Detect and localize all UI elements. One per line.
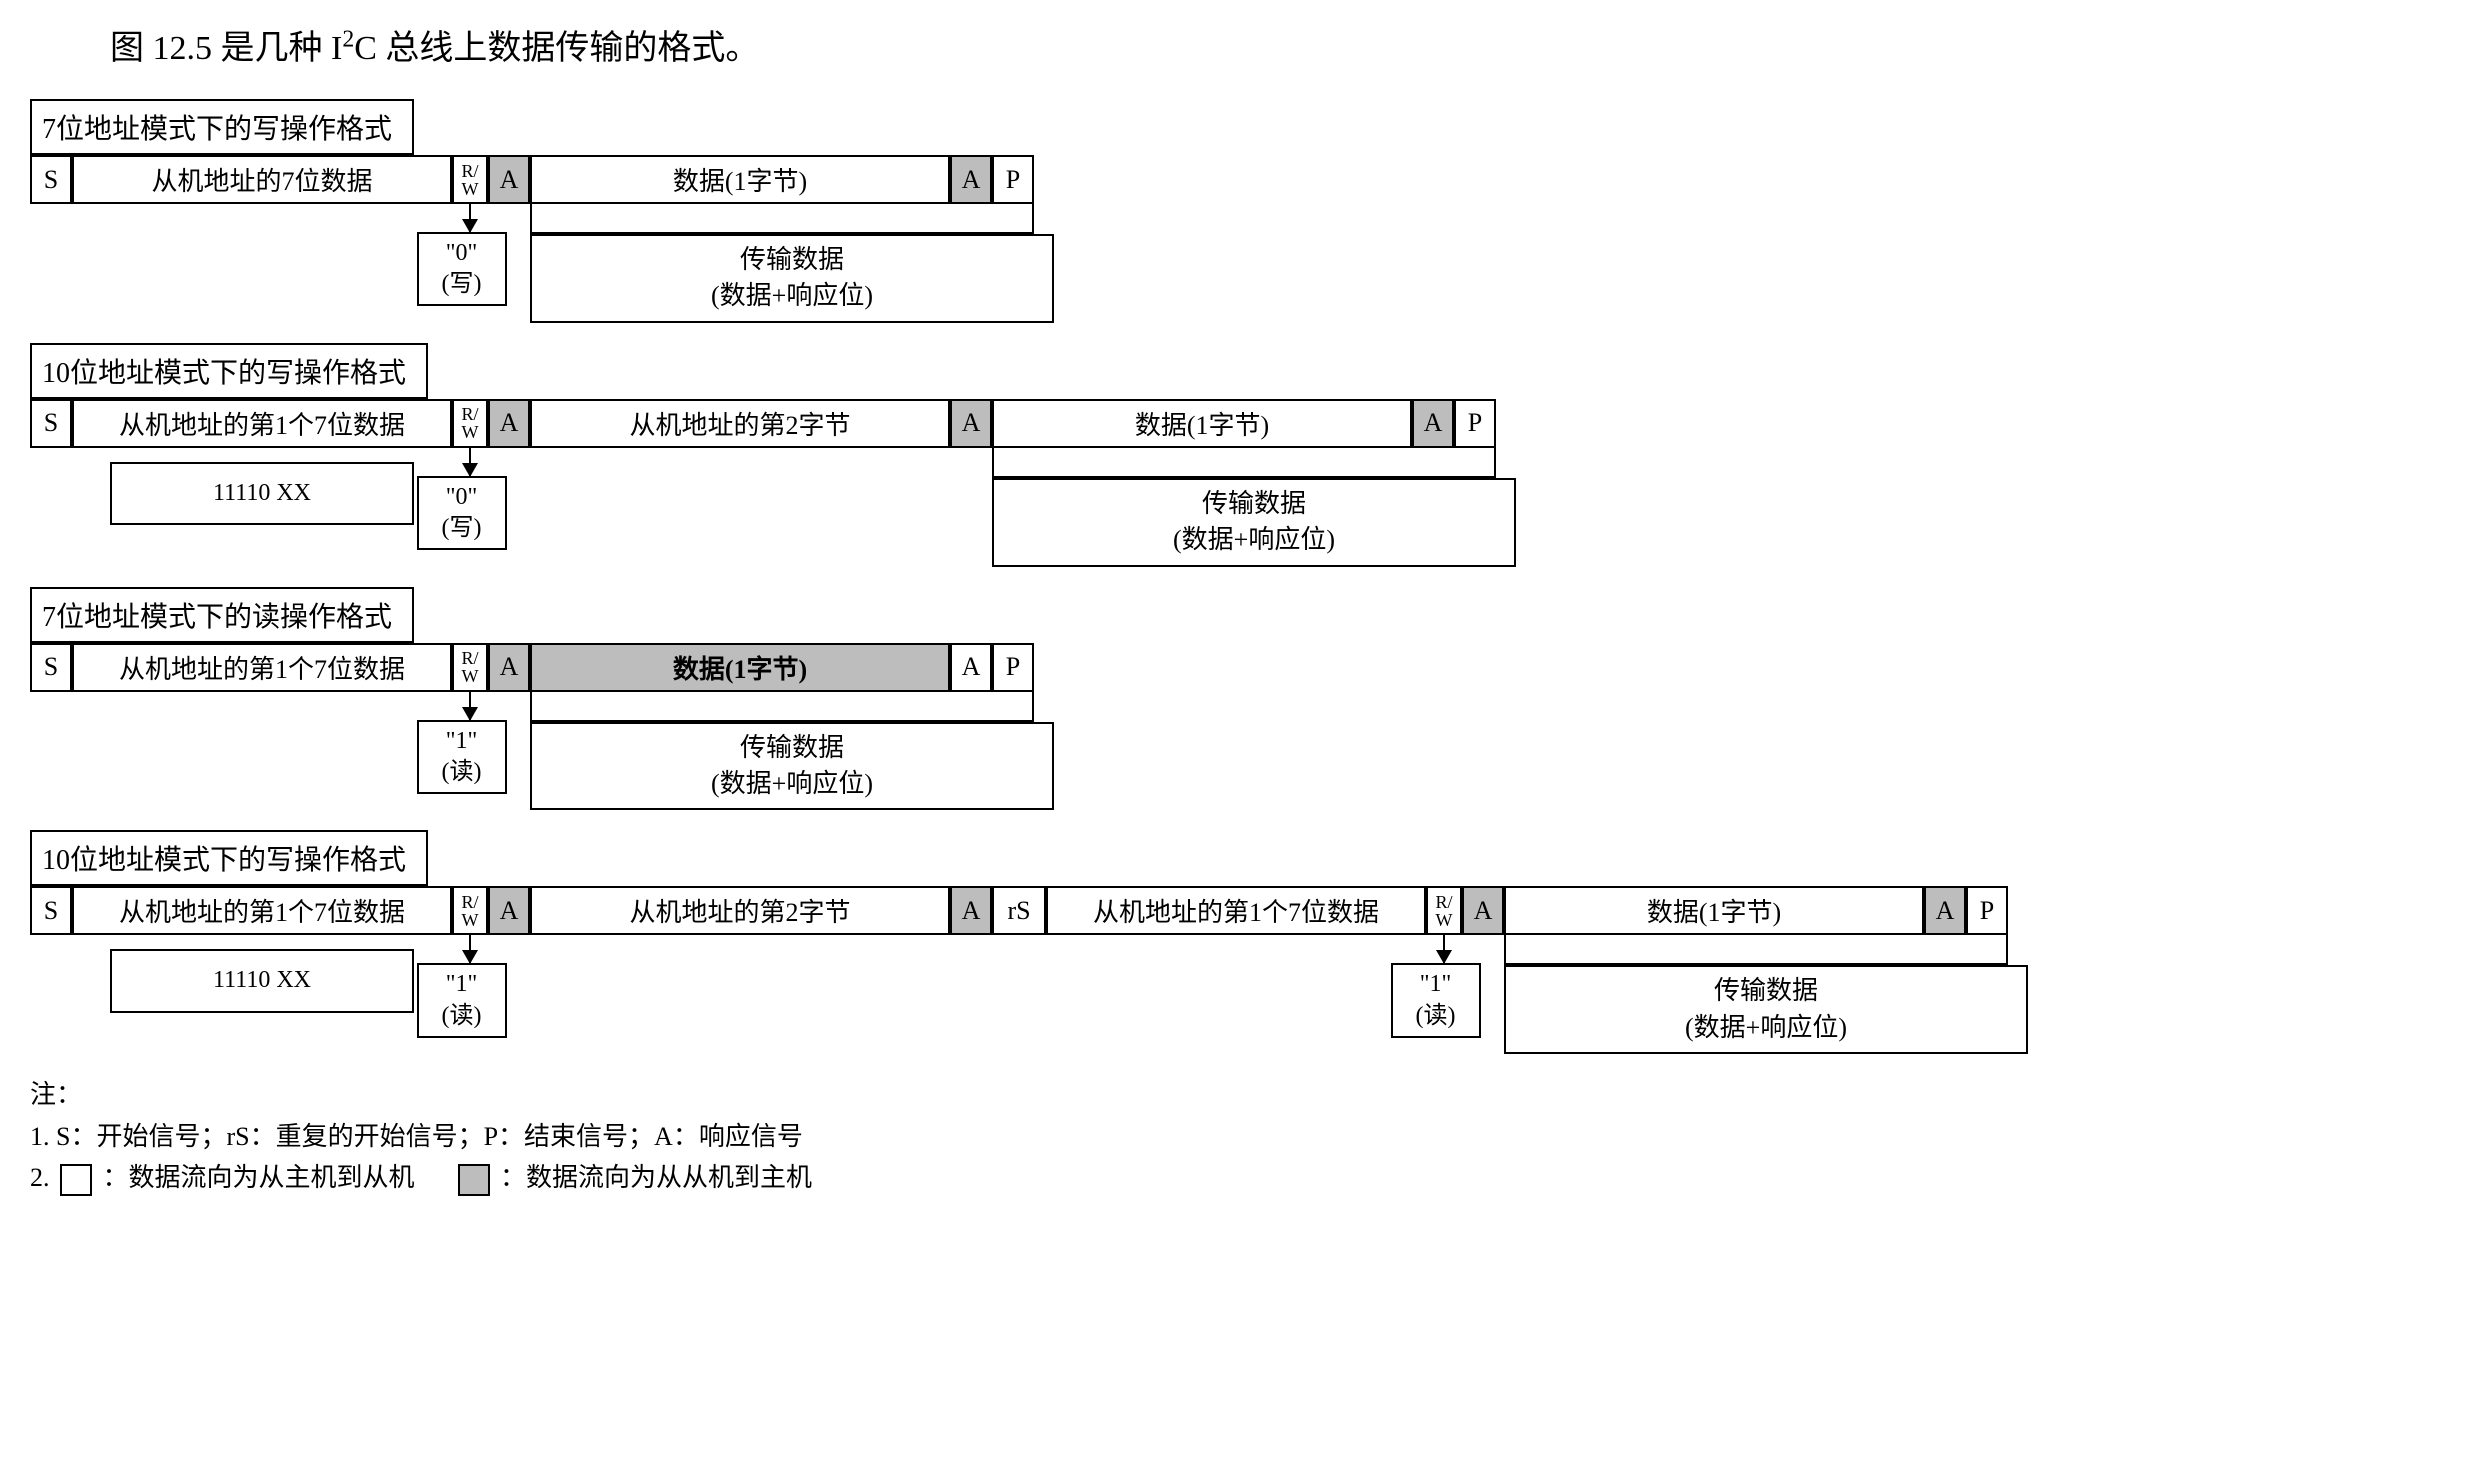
ack-cell: A [950, 399, 992, 448]
format-10bit-write: 10位地址模式下的写操作格式 S 从机地址的第1个7位数据 R/W A 从机地址… [30, 343, 2458, 567]
legend-shaded-box [458, 1164, 490, 1196]
addr2-cell: 从机地址的第2字节 [530, 886, 950, 935]
start-cell: S [30, 886, 72, 935]
ack-cell: A [1924, 886, 1966, 935]
format-header: 7位地址模式下的读操作格式 [30, 587, 414, 643]
arrow-icon [469, 448, 471, 476]
rw-value-box: "0"(写) [417, 232, 507, 306]
data-cell: 数据(1字节) [1504, 886, 1924, 935]
addr3-cell: 从机地址的第1个7位数据 [1046, 886, 1426, 935]
rw-value-box: "0"(写) [417, 476, 507, 550]
stop-cell: P [1454, 399, 1496, 448]
ack-cell: A [1462, 886, 1504, 935]
arrow-icon [1443, 935, 1445, 963]
rw-value-box: "1"(读) [417, 720, 507, 794]
desc-box: 传输数据(数据+响应位) [530, 234, 1054, 323]
rw-cell: R/W [452, 155, 488, 204]
data-cell: 数据(1字节) [992, 399, 1412, 448]
ack-cell: A [1412, 399, 1454, 448]
addr2-cell: 从机地址的第2字节 [530, 399, 950, 448]
ack-cell: A [950, 643, 992, 692]
byte-row: S 从机地址的第1个7位数据 R/W A 从机地址的第2字节 A 数据(1字节)… [30, 399, 2458, 448]
format-header: 10位地址模式下的写操作格式 [30, 830, 428, 886]
ack-cell: A [488, 886, 530, 935]
figure-title: 图 12.5 是几种 I2C 总线上数据传输的格式。 [110, 20, 2458, 69]
addr-cell: 从机地址的第1个7位数据 [72, 399, 452, 448]
ack-cell: A [488, 155, 530, 204]
stop-cell: P [1966, 886, 2008, 935]
arrow-icon [469, 935, 471, 963]
rw2-cell: R/W [1426, 886, 1462, 935]
rw-cell: R/W [452, 643, 488, 692]
addr-cell: 从机地址的7位数据 [72, 155, 452, 204]
ack-cell: A [488, 643, 530, 692]
desc-box: 传输数据(数据+响应位) [992, 478, 1516, 567]
byte-row: S 从机地址的第1个7位数据 R/W A 从机地址的第2字节 A rS 从机地址… [30, 886, 2458, 935]
legend-white-box [60, 1164, 92, 1196]
data-cell: 数据(1字节) [530, 643, 950, 692]
stop-cell: P [992, 643, 1034, 692]
rw-value-box: "1"(读) [417, 963, 507, 1037]
format-header: 7位地址模式下的写操作格式 [30, 99, 414, 155]
ack-cell: A [950, 155, 992, 204]
format-7bit-read: 7位地址模式下的读操作格式 S 从机地址的第1个7位数据 R/W A 数据(1字… [30, 587, 2458, 811]
start-cell: S [30, 399, 72, 448]
notes-line-2: 2. ：数据流向为从主机到从机 ：数据流向为从从机到主机 [30, 1157, 2458, 1199]
rw-cell: R/W [452, 399, 488, 448]
arrow-icon [469, 204, 471, 232]
data-cell: 数据(1字节) [530, 155, 950, 204]
desc-box: 传输数据(数据+响应位) [530, 722, 1054, 811]
prefix-box: 11110 XX [110, 462, 414, 525]
notes-line-1: 1. S：开始信号；rS：重复的开始信号；P：结束信号；A：响应信号 [30, 1116, 2458, 1158]
ack-cell: A [950, 886, 992, 935]
format-7bit-write: 7位地址模式下的写操作格式 S 从机地址的7位数据 R/W A 数据(1字节) … [30, 99, 2458, 323]
stop-cell: P [992, 155, 1034, 204]
rw-cell: R/W [452, 886, 488, 935]
format-10bit-read: 10位地址模式下的写操作格式 S 从机地址的第1个7位数据 R/W A 从机地址… [30, 830, 2458, 1054]
start-cell: S [30, 643, 72, 692]
notes: 注： 1. S：开始信号；rS：重复的开始信号；P：结束信号；A：响应信号 2.… [30, 1074, 2458, 1199]
byte-row: S 从机地址的7位数据 R/W A 数据(1字节) A P [30, 155, 2458, 204]
arrow-icon [469, 692, 471, 720]
addr-cell: 从机地址的第1个7位数据 [72, 643, 452, 692]
format-header: 10位地址模式下的写操作格式 [30, 343, 428, 399]
restart-cell: rS [992, 886, 1046, 935]
desc-box: 传输数据(数据+响应位) [1504, 965, 2028, 1054]
start-cell: S [30, 155, 72, 204]
ack-cell: A [488, 399, 530, 448]
prefix-box: 11110 XX [110, 949, 414, 1012]
rw-value-box: "1"(读) [1391, 963, 1481, 1037]
notes-head: 注： [30, 1074, 2458, 1116]
addr-cell: 从机地址的第1个7位数据 [72, 886, 452, 935]
byte-row: S 从机地址的第1个7位数据 R/W A 数据(1字节) A P [30, 643, 2458, 692]
